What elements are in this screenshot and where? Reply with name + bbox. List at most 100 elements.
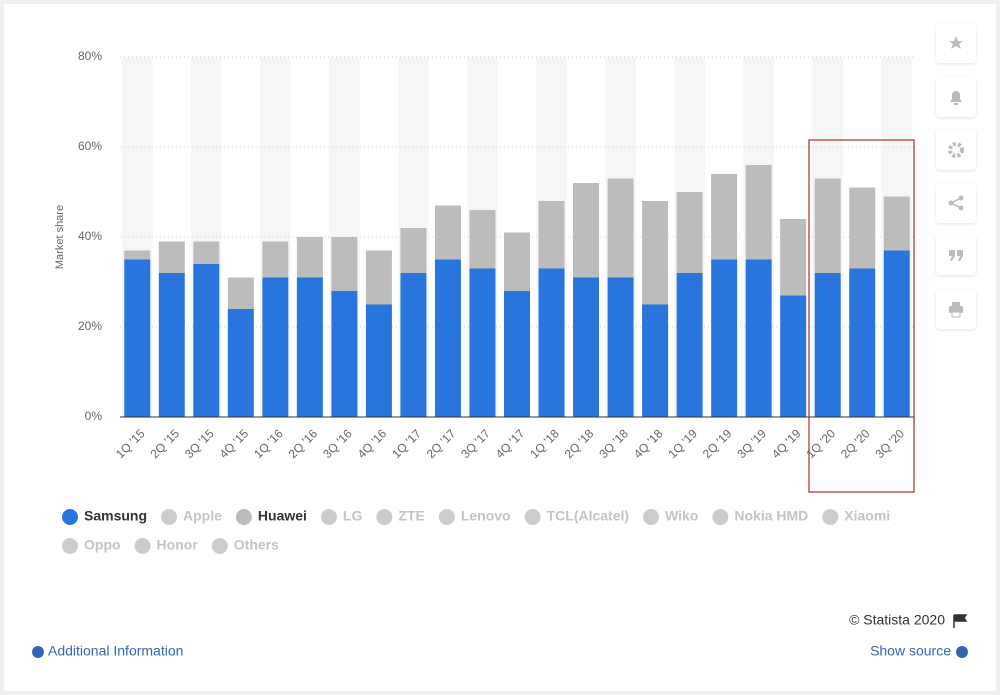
legend-item[interactable]: Wiko: [643, 508, 698, 525]
y-tick-label: 60%: [78, 139, 102, 153]
legend-label: Nokia HMD: [734, 508, 808, 524]
bar-segment: [573, 277, 600, 417]
notification-button[interactable]: [936, 77, 976, 117]
legend-item[interactable]: Huawei: [235, 508, 307, 525]
legend-marker: [643, 509, 660, 525]
legend-item[interactable]: Samsung: [62, 508, 147, 525]
bar-segment: [469, 268, 496, 417]
bar-segment: [400, 228, 427, 273]
bar-segment: [227, 277, 254, 309]
info-icon[interactable]: [32, 646, 44, 658]
y-tick-label: 80%: [78, 49, 102, 63]
legend-marker: [211, 538, 228, 554]
bar-segment: [262, 241, 289, 278]
legend-marker: [134, 538, 151, 554]
legend-item[interactable]: TCL(Alcatel): [524, 508, 629, 525]
bar-segment: [469, 210, 496, 269]
bar-segment: [538, 268, 565, 417]
legend-marker: [235, 509, 252, 525]
bar-segment: [400, 273, 427, 417]
legend-label: Wiko: [665, 508, 698, 524]
bar-segment: [883, 196, 910, 251]
legend-marker: [822, 509, 839, 525]
bar-segment: [711, 174, 738, 260]
bar-segment: [331, 291, 358, 417]
legend-marker: [438, 509, 455, 525]
bar-segment: [642, 201, 669, 305]
card: [4, 4, 996, 691]
legend-label: Samsung: [84, 508, 147, 524]
bar-segment: [642, 304, 669, 417]
legend-item[interactable]: Xiaomi: [822, 508, 890, 525]
cite-button[interactable]: [936, 235, 976, 275]
bar-segment: [158, 273, 185, 417]
bar-segment: [193, 241, 220, 264]
bar-segment: [331, 237, 358, 291]
legend-label: Oppo: [84, 537, 121, 553]
bar-segment: [711, 259, 738, 417]
legend-label: Apple: [183, 508, 222, 524]
bar-segment: [849, 187, 876, 269]
y-axis-label: Market share: [54, 205, 66, 269]
bar-segment: [607, 277, 634, 417]
legend-item[interactable]: Others: [211, 537, 279, 554]
bar-segment: [296, 237, 323, 278]
bar-segment: [607, 178, 634, 278]
bar-segment: [676, 192, 703, 273]
legend-item[interactable]: Apple: [161, 508, 222, 525]
legend-item[interactable]: Oppo: [62, 537, 121, 554]
flag-icon: [953, 614, 968, 628]
share-button[interactable]: [936, 183, 976, 223]
bar-segment: [227, 309, 254, 417]
bar-segment: [573, 183, 600, 278]
bar-segment: [538, 201, 565, 269]
bar-segment: [193, 264, 220, 417]
bar-segment: [849, 268, 876, 417]
bar-segment: [780, 295, 807, 417]
bar-segment: [434, 205, 461, 260]
legend-item[interactable]: Lenovo: [438, 508, 511, 525]
additional-info-link[interactable]: Additional Information: [48, 643, 183, 659]
legend-marker: [161, 509, 178, 525]
legend-item[interactable]: LG: [320, 508, 363, 525]
legend-item[interactable]: ZTE: [376, 508, 425, 525]
favorite-button[interactable]: [936, 23, 976, 63]
y-tick-label: 20%: [78, 319, 102, 333]
bar-segment: [365, 250, 392, 305]
bar-segment: [365, 304, 392, 417]
legend-label: TCL(Alcatel): [547, 508, 629, 524]
print-button[interactable]: [936, 289, 976, 329]
info-icon[interactable]: [956, 646, 968, 658]
bar-segment: [296, 277, 323, 417]
bar-segment: [883, 250, 910, 417]
show-source-link[interactable]: Show source: [870, 643, 951, 659]
legend-marker: [62, 538, 78, 554]
bar-segment: [676, 273, 703, 417]
bar-segment: [262, 277, 289, 417]
legend-item[interactable]: Nokia HMD: [712, 508, 808, 525]
copyright: © Statista 2020: [849, 612, 945, 628]
legend-label: Huawei: [258, 508, 307, 524]
settings-button[interactable]: [936, 130, 976, 170]
bar-segment: [745, 259, 772, 417]
legend-label: Xiaomi: [844, 508, 890, 524]
legend-marker: [320, 509, 337, 525]
legend-marker: [376, 509, 393, 525]
bar-segment: [158, 241, 185, 273]
bar-segment: [745, 165, 772, 260]
bar-segment: [504, 232, 530, 291]
bar-segment: [814, 178, 841, 273]
bar-segment: [124, 259, 151, 417]
legend-label: LG: [343, 508, 363, 524]
legend-marker: [524, 509, 541, 525]
y-tick-label: 40%: [78, 229, 102, 243]
legend-item[interactable]: Honor: [134, 537, 199, 554]
bar-segment: [780, 219, 807, 296]
legend-label: Lenovo: [461, 508, 511, 524]
legend-label: Honor: [157, 537, 199, 553]
plot: 0%20%40%60%80%1Q '15 2Q '15 3Q '15 4Q '15 1Q…: [78, 49, 914, 461]
highlight-box: [808, 139, 915, 493]
legend-label: Others: [234, 537, 279, 553]
